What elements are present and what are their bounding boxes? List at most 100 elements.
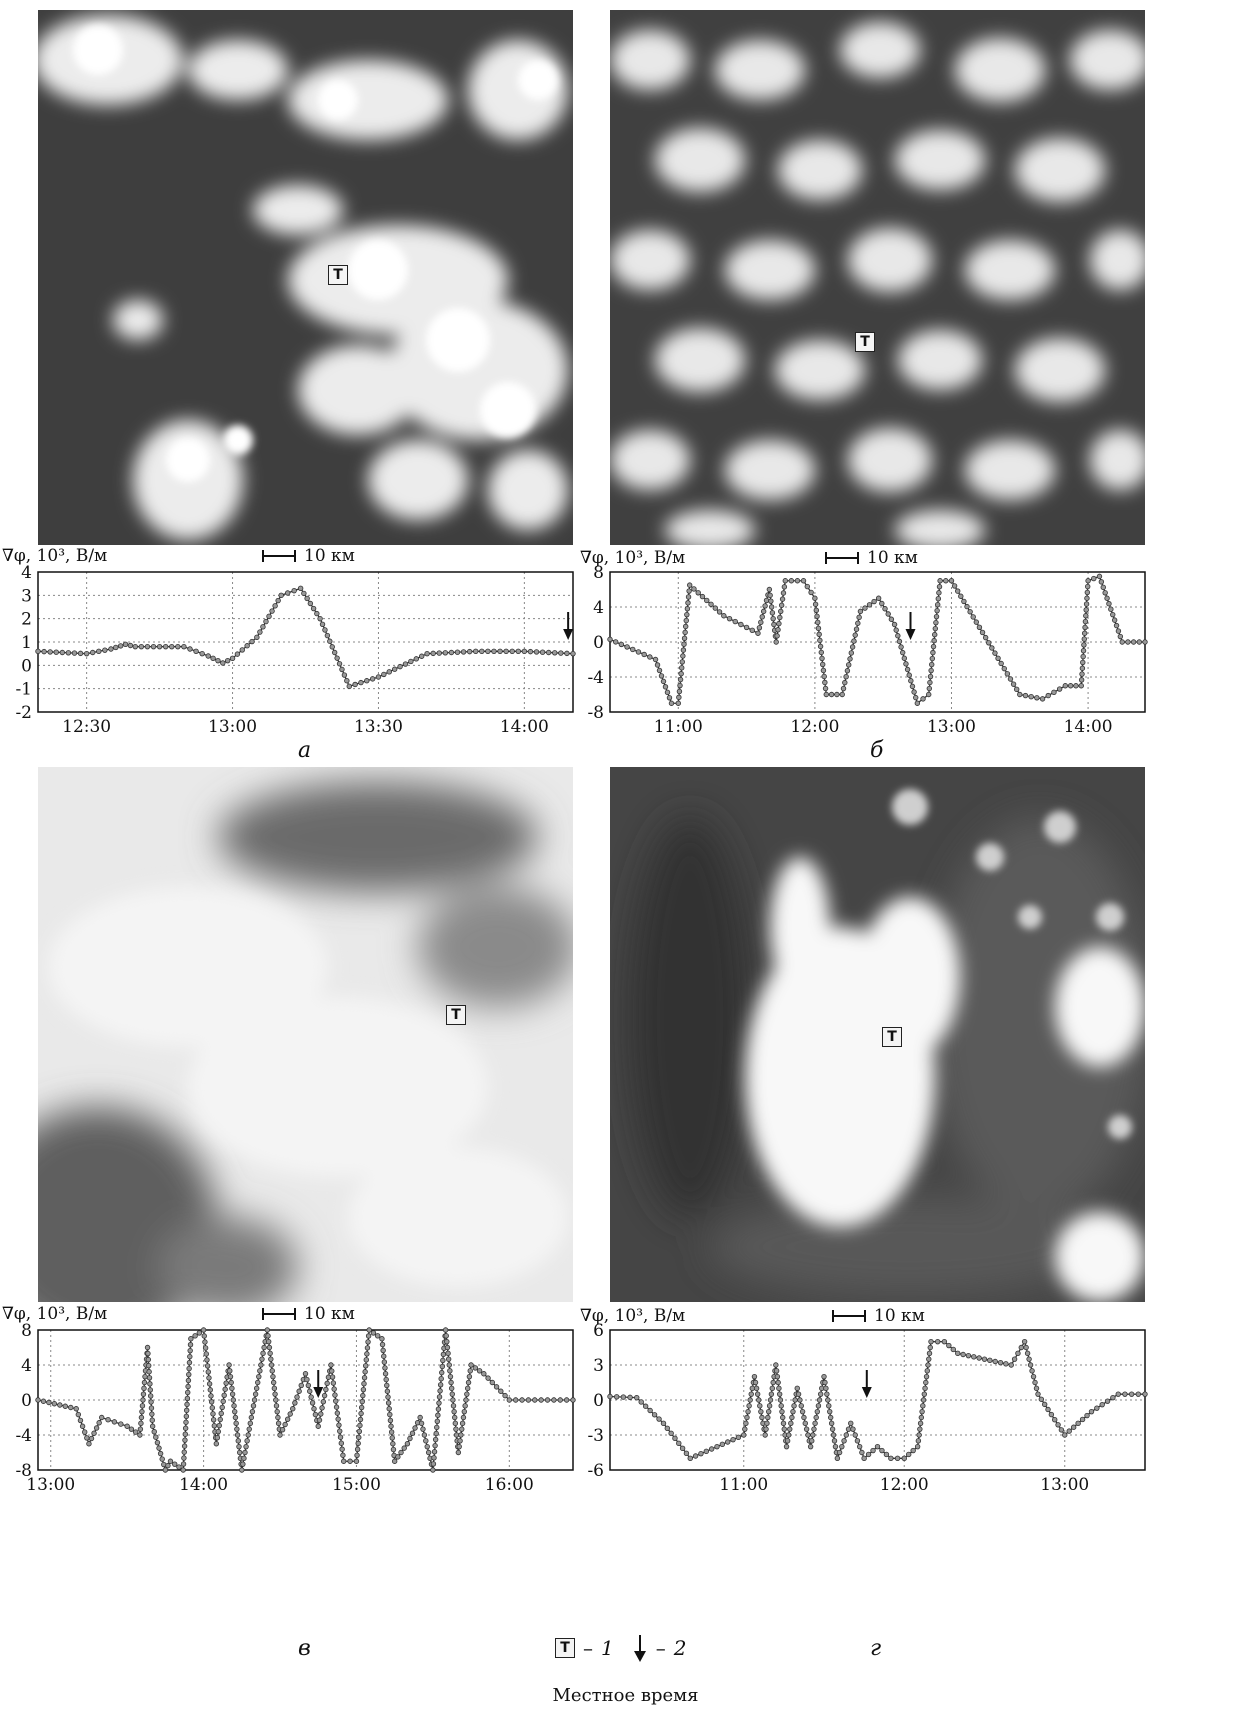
data-point xyxy=(839,691,845,698)
legend-target-num: 1 xyxy=(601,1636,614,1660)
data-point xyxy=(1081,642,1087,648)
data-point xyxy=(509,648,515,655)
data-point xyxy=(463,1397,469,1403)
data-point xyxy=(309,1400,316,1406)
data-point xyxy=(423,1438,429,1444)
data-point xyxy=(1080,659,1086,666)
data-point xyxy=(187,1353,193,1360)
data-point xyxy=(412,1425,418,1431)
data-point xyxy=(196,1330,203,1336)
data-point xyxy=(356,1428,363,1435)
x-tick-label: 13:00 xyxy=(927,717,976,737)
data-point xyxy=(967,609,973,615)
data-point xyxy=(918,1414,925,1421)
legend: T – 1 – 2 xyxy=(555,1633,686,1663)
data-point xyxy=(132,643,138,650)
data-point xyxy=(209,1405,216,1411)
data-point xyxy=(539,649,546,655)
data-point xyxy=(815,1403,822,1409)
data-point xyxy=(1034,695,1040,701)
data-point xyxy=(53,649,59,655)
data-point xyxy=(624,644,630,650)
data-point xyxy=(298,1382,304,1389)
data-point xyxy=(906,672,912,678)
data-point xyxy=(140,1397,146,1403)
data-point xyxy=(1081,636,1087,642)
data-point xyxy=(758,619,764,626)
data-point xyxy=(266,1338,272,1345)
data-point xyxy=(768,1391,775,1397)
data-point xyxy=(832,1443,839,1450)
data-point xyxy=(1066,1428,1072,1434)
arrow-marker-head xyxy=(563,629,574,640)
data-point xyxy=(779,1408,785,1415)
data-point xyxy=(854,1438,861,1444)
data-point xyxy=(459,1426,465,1432)
data-point xyxy=(257,1368,263,1374)
data-point xyxy=(96,1420,102,1426)
data-point xyxy=(552,650,558,656)
data-point xyxy=(1082,618,1089,625)
data-point xyxy=(445,1356,452,1362)
data-point xyxy=(1125,639,1131,645)
data-point xyxy=(310,605,317,612)
satellite-image-d xyxy=(610,767,1145,1302)
data-point xyxy=(181,1443,188,1449)
data-point xyxy=(1081,630,1088,636)
data-point xyxy=(272,603,278,609)
data-point xyxy=(666,695,673,701)
data-point xyxy=(435,1406,442,1412)
data-point xyxy=(233,1420,239,1427)
data-point xyxy=(452,1420,459,1427)
data-point xyxy=(211,1423,218,1429)
data-point xyxy=(1008,1362,1014,1368)
data-point xyxy=(358,1410,364,1417)
data-point xyxy=(958,593,964,599)
data-point xyxy=(442,1327,449,1333)
y-tick-label: 2 xyxy=(21,610,32,630)
data-point xyxy=(557,1397,563,1403)
data-point xyxy=(1078,677,1085,683)
data-point xyxy=(341,1458,347,1464)
y-tick-label: 8 xyxy=(593,563,604,583)
data-point xyxy=(814,613,820,619)
data-point xyxy=(149,1411,155,1417)
panel-label-c: в xyxy=(298,1636,311,1661)
data-point xyxy=(914,700,921,706)
data-point xyxy=(638,1399,644,1405)
data-point xyxy=(1083,613,1089,619)
data-point xyxy=(75,1411,82,1418)
data-point xyxy=(184,1401,190,1408)
data-point xyxy=(1115,1391,1121,1397)
data-point xyxy=(185,1377,192,1384)
data-point xyxy=(773,1368,780,1374)
data-point xyxy=(387,1417,394,1424)
data-point xyxy=(742,1426,748,1432)
data-point xyxy=(926,1356,932,1362)
data-point xyxy=(329,1374,336,1380)
data-point xyxy=(169,643,175,650)
data-point xyxy=(338,1440,345,1446)
data-point xyxy=(315,1423,321,1429)
data-point xyxy=(855,620,861,626)
data-point xyxy=(453,1426,459,1432)
data-point xyxy=(1003,1361,1009,1367)
data-point xyxy=(551,1397,557,1403)
data-point xyxy=(256,1373,262,1380)
data-point xyxy=(456,1443,462,1450)
data-point xyxy=(251,1397,258,1403)
data-point xyxy=(319,621,326,628)
data-point xyxy=(388,1429,395,1435)
data-point xyxy=(462,1403,468,1409)
data-point xyxy=(1135,1391,1142,1397)
data-point xyxy=(815,619,821,626)
data-point xyxy=(333,1398,339,1404)
data-point xyxy=(683,617,689,624)
y-tick-label: -3 xyxy=(587,1426,604,1446)
data-point xyxy=(607,1393,613,1400)
data-point xyxy=(144,1344,151,1351)
data-point xyxy=(1030,1373,1037,1380)
data-point xyxy=(167,1458,174,1464)
data-point xyxy=(829,1426,836,1432)
data-point xyxy=(1084,1412,1090,1419)
